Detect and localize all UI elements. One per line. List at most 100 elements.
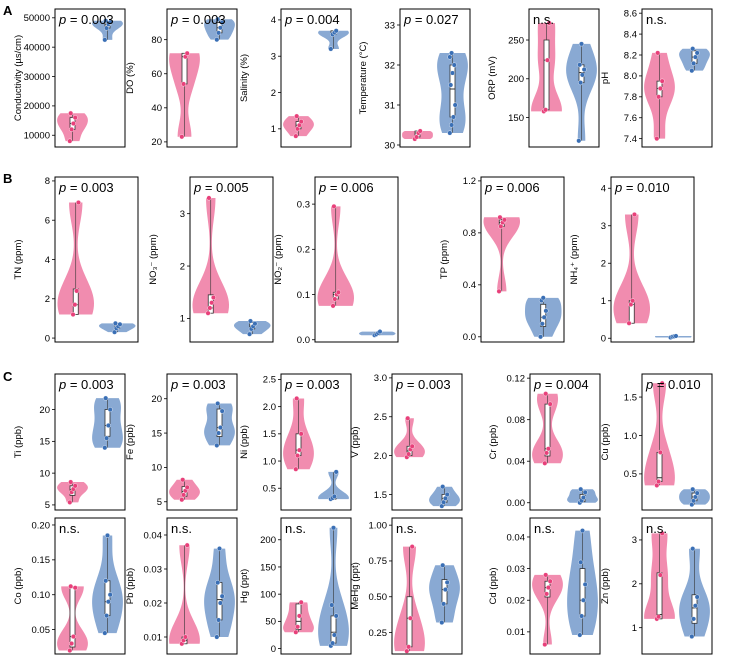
y-axis-label: Cu (ppb): [600, 424, 611, 461]
data-point-group_b: [331, 493, 337, 499]
y-tick-label: 0.03: [507, 564, 526, 575]
data-point-group_b: [117, 321, 123, 327]
y-tick-label: 4: [601, 184, 606, 195]
y-tick-label: 0.50: [369, 592, 388, 603]
data-point-group_b: [451, 62, 457, 68]
data-point-group_a: [296, 447, 302, 453]
plot-frame: [529, 373, 601, 511]
y-tick-label: 0.02: [507, 596, 526, 607]
data-point-group_a: [545, 585, 551, 591]
box-group_a: [656, 451, 663, 482]
data-point-group_b: [580, 495, 586, 501]
data-point-group_a: [72, 483, 78, 489]
data-point-group_a: [542, 460, 548, 466]
plot-frame: [280, 373, 352, 511]
stat-label: p = 0.006: [318, 180, 374, 195]
y-axis-label: DO (%): [125, 62, 136, 94]
stat-label: n.s.: [534, 521, 555, 536]
data-point-group_b: [452, 102, 458, 108]
panel-cu: Cu (ppb) 0.5 1.0 1.5 p = 0.010: [600, 373, 713, 511]
y-tick-label: 250: [508, 35, 524, 46]
box-group_b: [104, 580, 111, 617]
plot-frame: [641, 517, 713, 655]
y-axis-label: NO₃⁻ (ppm): [148, 234, 159, 285]
data-point-group_a: [181, 81, 187, 87]
data-point-group_b: [103, 395, 109, 401]
data-point-group_b: [215, 401, 221, 407]
y-tick-label: 150: [508, 113, 524, 124]
y-tick-label: 1: [180, 314, 185, 325]
data-point-group_b: [103, 578, 109, 584]
stat-label: p = 0.003: [58, 180, 114, 195]
box-group_b: [330, 615, 337, 644]
y-tick-label: 31: [384, 100, 395, 111]
y-tick-label: 0: [601, 334, 606, 345]
plot-frame: [166, 8, 238, 148]
data-point-group_b: [444, 579, 450, 585]
y-tick-label: 15: [151, 428, 162, 439]
data-point-group_a: [70, 312, 76, 318]
data-point-group_b: [219, 593, 225, 599]
data-point-group_a: [68, 583, 74, 589]
y-tick-label: 60: [151, 69, 162, 80]
y-tick-label: 0.0: [463, 332, 476, 343]
plot-frame: [610, 176, 695, 343]
y-axis-label: TP (ppm): [439, 240, 450, 279]
data-point-group_b: [330, 640, 336, 646]
data-point-group_a: [295, 453, 301, 459]
plot-frame: [166, 373, 238, 511]
y-tick-label: 32: [384, 60, 395, 71]
stat-label: p = 0.003: [284, 377, 340, 392]
data-point-group_a: [404, 648, 410, 654]
y-axis-label: pH: [600, 72, 611, 84]
y-tick-label: 5: [45, 500, 50, 511]
data-point-group_b: [691, 60, 697, 66]
y-tick-label: 0.04: [507, 457, 526, 468]
y-tick-label: 80: [151, 35, 162, 46]
data-point-group_a: [179, 134, 185, 140]
stat-label: n.s.: [171, 521, 192, 536]
data-point-group_b: [578, 80, 584, 86]
data-point-group_a: [293, 133, 299, 139]
panel-nh4: NH₄⁺ (ppm) 0 1 2 3 4 p = 0.010: [569, 176, 695, 345]
y-tick-label: 0.02: [144, 598, 163, 609]
data-point-group_b: [219, 408, 225, 414]
y-tick-label: 4: [45, 255, 50, 266]
data-point-group_b: [215, 580, 221, 586]
data-point-group_b: [577, 632, 583, 638]
data-point-group_b: [690, 546, 696, 552]
data-point-group_a: [72, 115, 78, 121]
data-point-group_b: [333, 469, 339, 475]
data-point-group_a: [659, 78, 665, 84]
plot-frame: [189, 176, 274, 343]
data-point-group_a: [295, 624, 301, 630]
y-tick-label: 2.5: [263, 375, 276, 386]
data-point-group_a: [298, 119, 304, 125]
y-tick-label: 30000: [24, 72, 50, 83]
y-tick-label: 30: [384, 140, 395, 151]
data-point-group_b: [440, 562, 446, 568]
y-tick-label: 0.8: [463, 228, 476, 239]
y-tick-label: 8.4: [624, 29, 637, 40]
plot-frame: [529, 517, 601, 655]
y-axis-label: Hg (ppt): [239, 569, 250, 603]
data-point-group_a: [68, 479, 74, 485]
y-tick-label: 0.2: [297, 245, 310, 256]
data-point-group_b: [104, 435, 110, 441]
data-point-group_a: [298, 599, 304, 605]
panel-ti: Ti (ppb) 5 10 15 20 p = 0.003: [13, 373, 126, 511]
y-tick-label: 33: [384, 20, 395, 31]
stat-label: p = 0.006: [484, 180, 540, 195]
y-tick-label: 200: [508, 74, 524, 85]
stat-label: p = 0.027: [403, 12, 459, 27]
data-point-group_a: [182, 634, 188, 640]
data-point-group_b: [328, 46, 334, 52]
plot-frame: [399, 8, 471, 148]
data-point-group_a: [542, 642, 548, 648]
data-point-group_a: [659, 380, 665, 386]
panel-orp: ORP (mV) 150 200 250 n.s.: [487, 8, 600, 148]
data-point-group_a: [210, 294, 216, 300]
y-tick-label: 2.0: [263, 402, 276, 413]
data-point-group_b: [331, 632, 337, 638]
data-point-group_a: [626, 320, 632, 326]
